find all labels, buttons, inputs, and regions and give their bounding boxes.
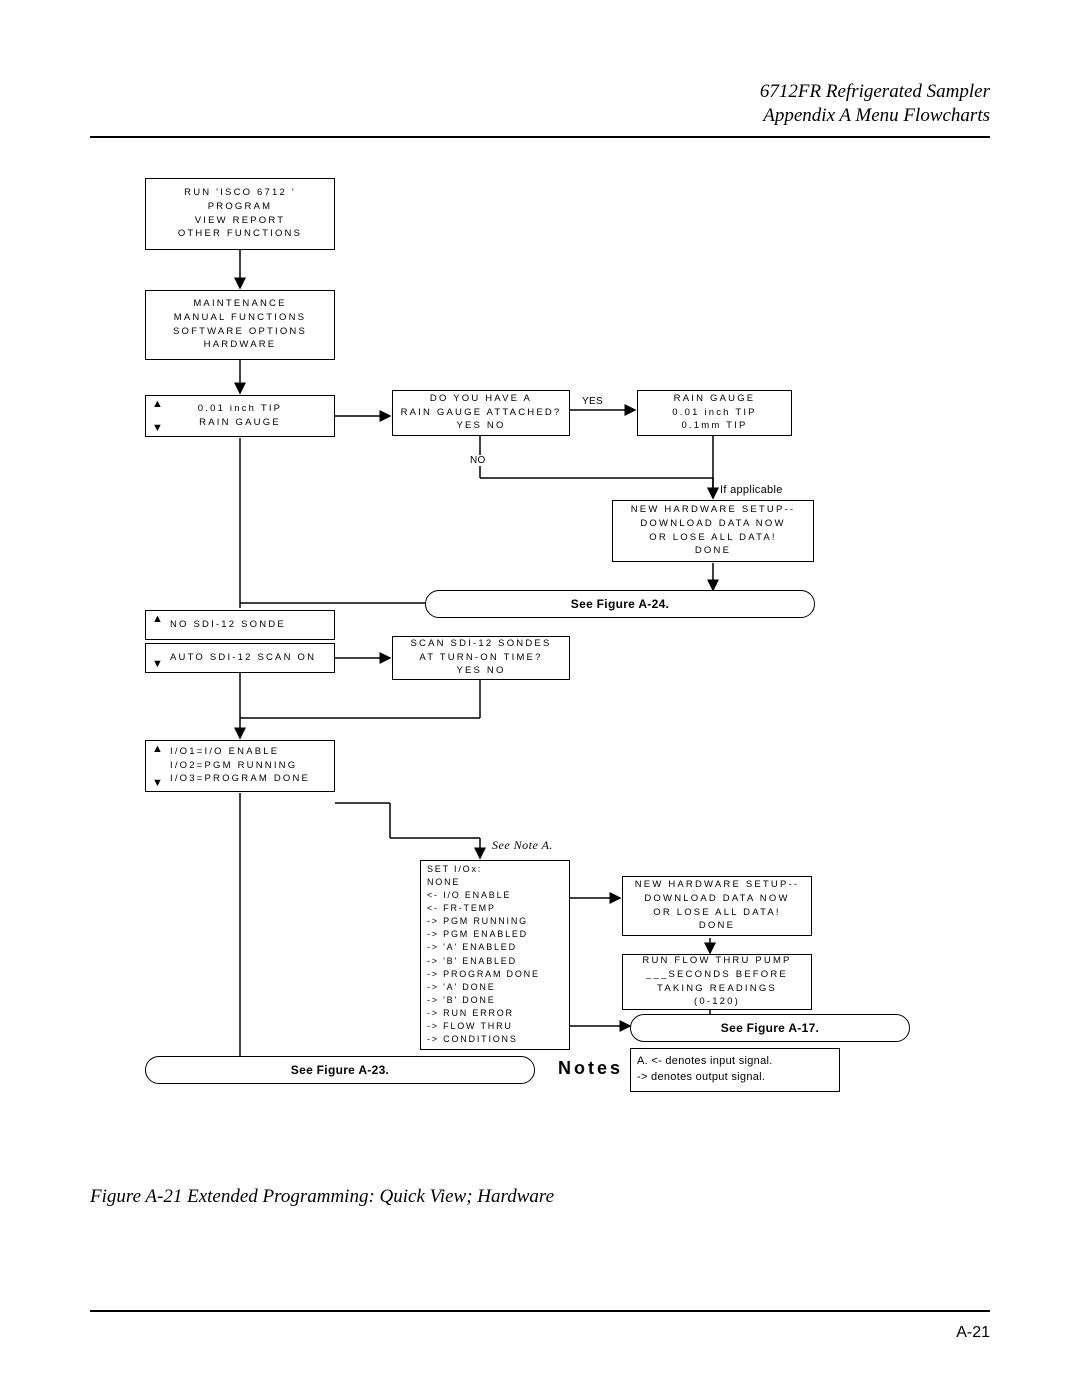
figure-caption: Figure A-21 Extended Programming: Quick … xyxy=(90,1186,990,1208)
scroll-up-icon: ▲ xyxy=(152,743,163,755)
node-run-program: RUN 'ISCO 6712 ' PROGRAM VIEW REPORT OTH… xyxy=(145,178,335,250)
node-io-assign: ▲ ▼ I/O1=I/O ENABLE I/O2=PGM RUNNING I/O… xyxy=(145,740,335,792)
node-flow-thru-pump: RUN FLOW THRU PUMP ___SECONDS BEFORE TAK… xyxy=(622,954,812,1010)
node-new-hardware-1: NEW HARDWARE SETUP-- DOWNLOAD DATA NOW O… xyxy=(612,500,814,562)
label-see-note-a: See Note A. xyxy=(492,838,553,853)
node-new-hardware-2: NEW HARDWARE SETUP-- DOWNLOAD DATA NOW O… xyxy=(622,876,812,936)
node-scan-sdi: SCAN SDI-12 SONDES AT TURN-ON TIME? YES … xyxy=(392,636,570,680)
node-have-raingauge: DO YOU HAVE A RAIN GAUGE ATTACHED? YES N… xyxy=(392,390,570,436)
label-yes: YES xyxy=(582,396,603,407)
terminator-a23: See Figure A-23. xyxy=(145,1056,535,1084)
notes-title: Notes xyxy=(558,1058,623,1079)
footer-rule xyxy=(90,1310,990,1312)
label-if-applicable: If applicable xyxy=(720,484,783,496)
node-set-io: SET I/Ox: NONE <- I/O ENABLE <- FR-TEMP … xyxy=(420,860,570,1050)
node-no-sdi: ▲ NO SDI-12 SONDE xyxy=(145,610,335,640)
scroll-up-icon: ▲ xyxy=(152,398,163,410)
scroll-up-icon: ▲ xyxy=(152,613,163,625)
header-line2: Appendix A Menu Flowcharts xyxy=(90,104,990,128)
scroll-down-icon: ▼ xyxy=(152,777,163,789)
page-number: A-21 xyxy=(956,1324,990,1342)
scroll-down-icon: ▼ xyxy=(152,658,163,670)
node-rain-tip: ▲ ▼ 0.01 inch TIP RAIN GAUGE xyxy=(145,395,335,437)
flowchart: RUN 'ISCO 6712 ' PROGRAM VIEW REPORT OTH… xyxy=(110,178,930,1178)
node-maintenance: MAINTENANCE MANUAL FUNCTIONS SOFTWARE OP… xyxy=(145,290,335,360)
terminator-a24: See Figure A-24. xyxy=(425,590,815,618)
header-line1: 6712FR Refrigerated Sampler xyxy=(90,80,990,104)
node-raingauge-type: RAIN GAUGE 0.01 inch TIP 0.1mm TIP xyxy=(637,390,792,436)
scroll-down-icon: ▼ xyxy=(152,422,163,434)
node-auto-sdi: ▼ AUTO SDI-12 SCAN ON xyxy=(145,643,335,673)
page-header: 6712FR Refrigerated Sampler Appendix A M… xyxy=(90,80,990,138)
terminator-a17: See Figure A-17. xyxy=(630,1014,910,1042)
notes-body: A. <- denotes input signal. -> denotes o… xyxy=(630,1048,840,1092)
label-no: NO xyxy=(470,455,486,466)
